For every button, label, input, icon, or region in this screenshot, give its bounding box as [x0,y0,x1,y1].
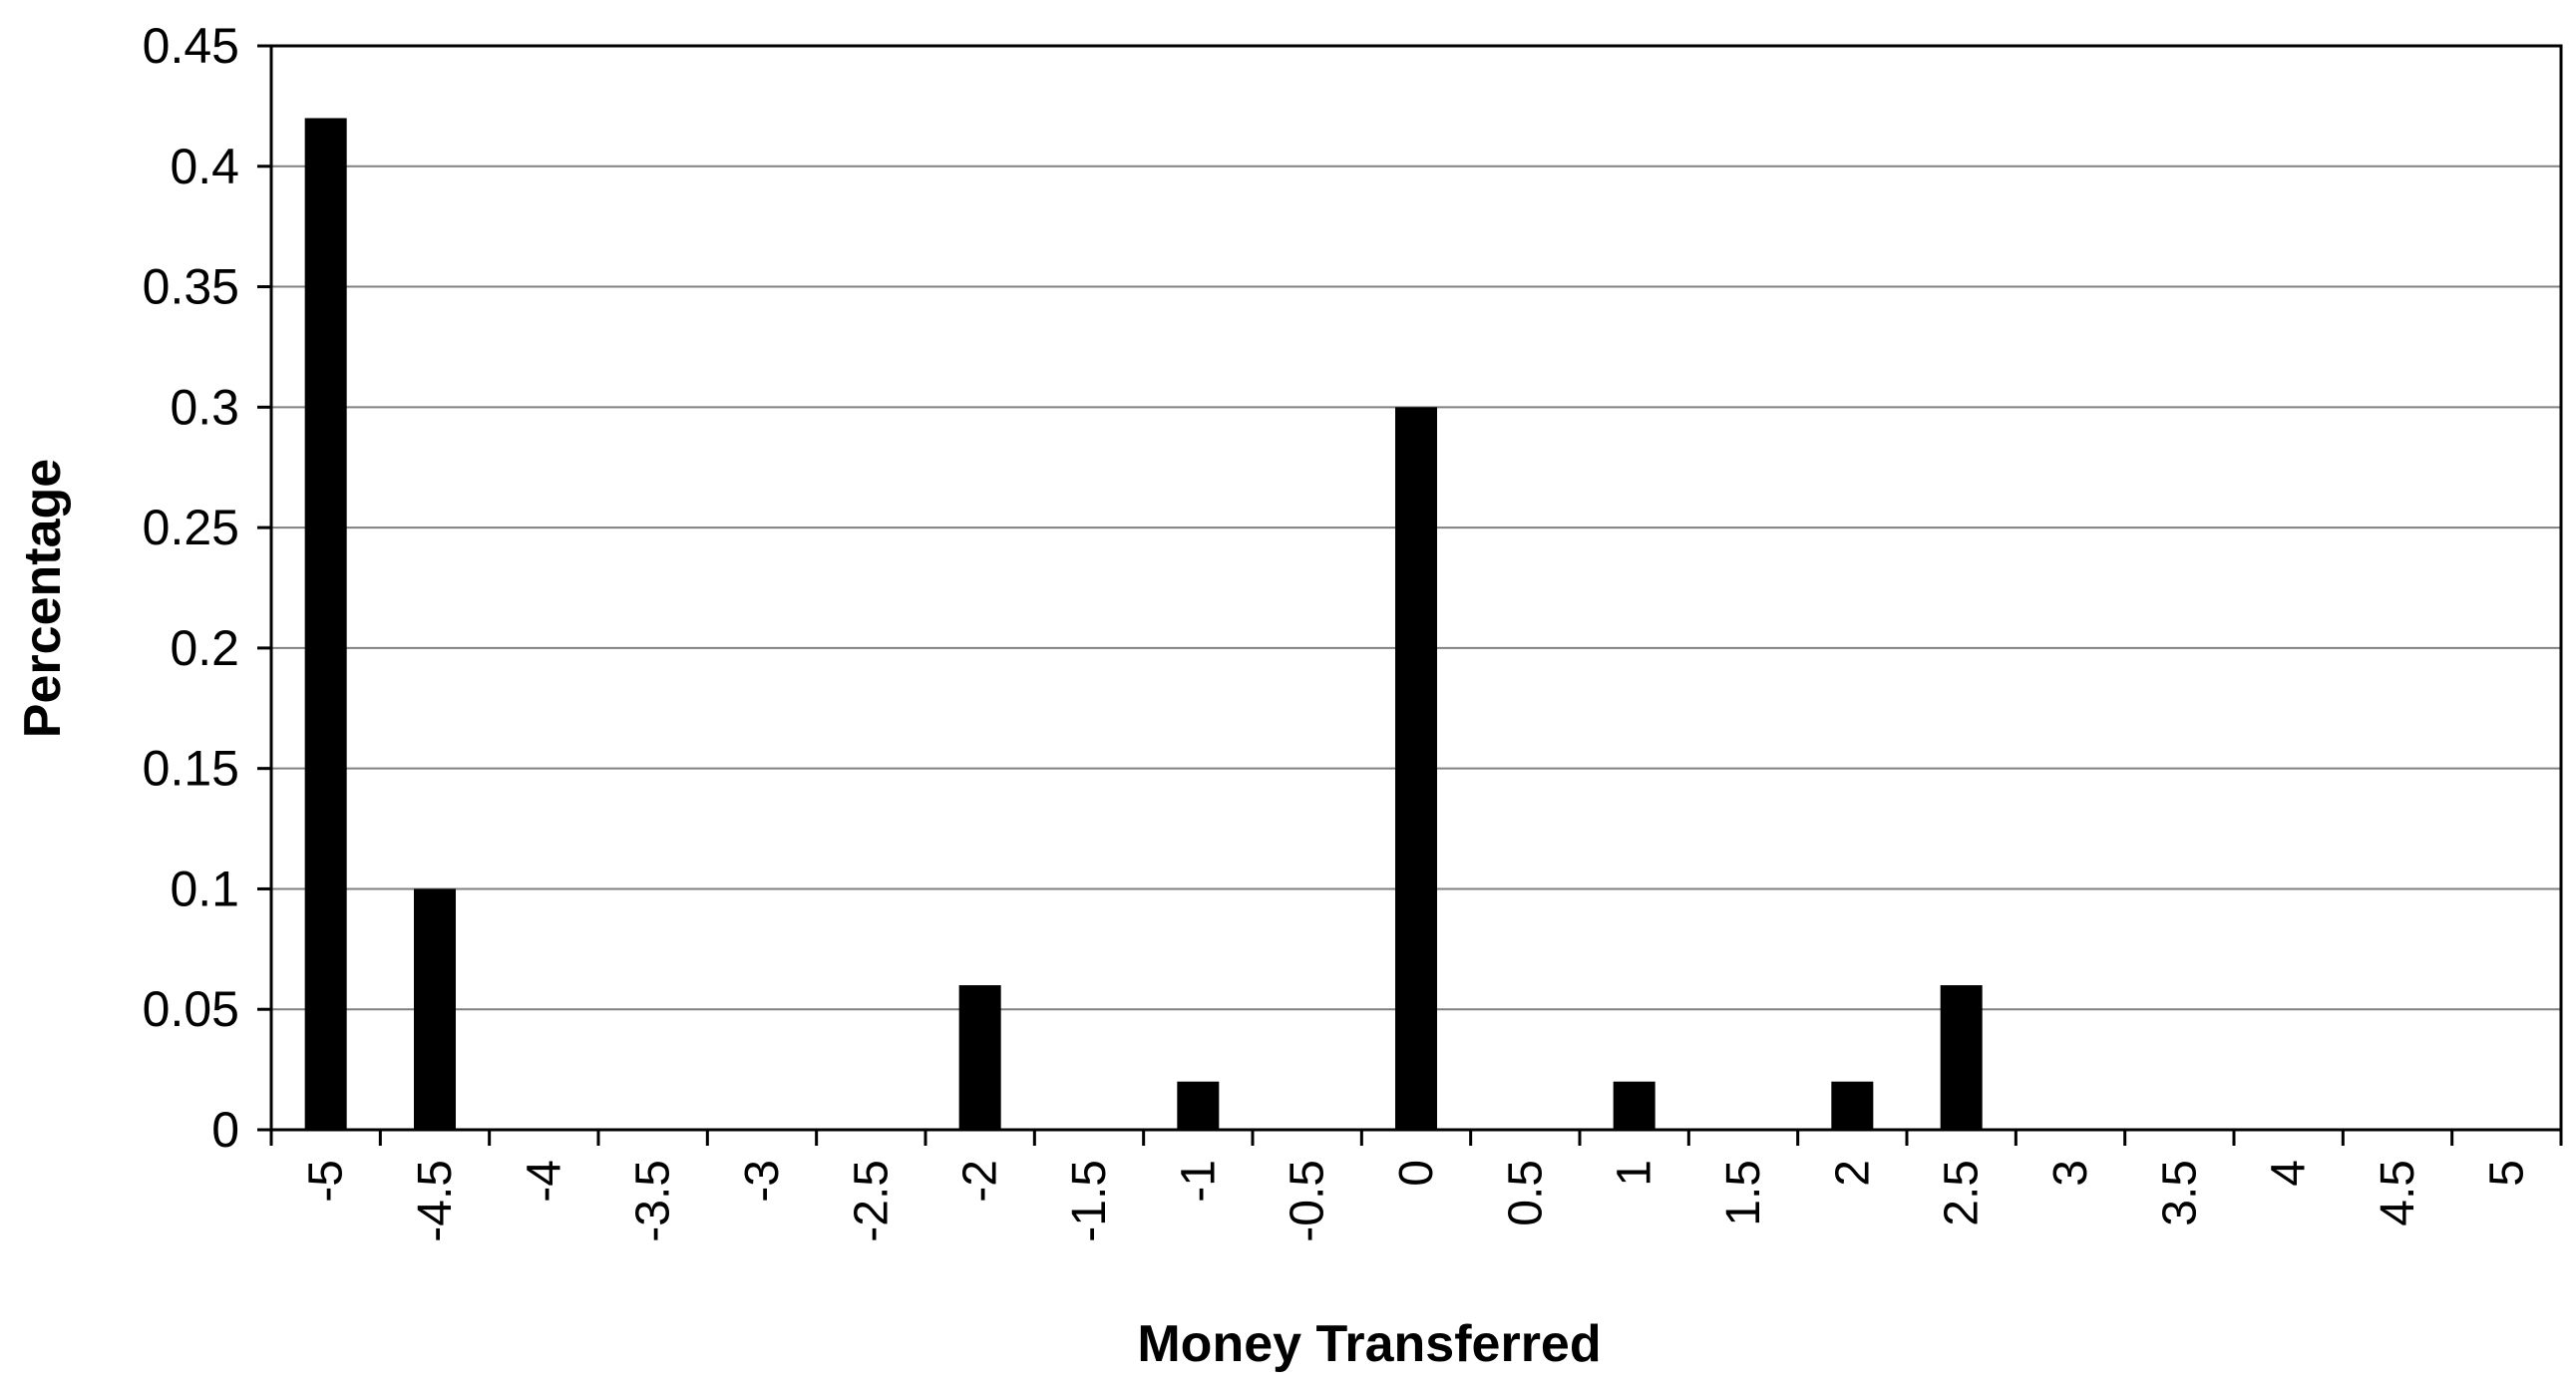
x-tick-label: -2 [954,1160,1007,1203]
y-tick-label: 0.4 [170,139,239,194]
x-tick-label: 1 [1609,1160,1661,1187]
bar--1 [1177,1081,1220,1130]
y-tick-label: 0.3 [170,379,239,435]
bar--5 [304,118,347,1130]
x-tick-label: 0.5 [1499,1160,1552,1226]
bar--4.5 [414,888,456,1130]
x-tick-label: 2 [1826,1160,1879,1187]
y-tick-label: 0.45 [143,18,239,74]
y-axis-title: Percentage [14,459,72,738]
x-tick-labels: -5 -4.5 -4 -3.5 -3 -2.5 -2 -1.5 -1 -0.5 0 0.5 1 1.5 2 2… [300,1160,2534,1242]
y-tick-label: 0.25 [143,500,239,555]
x-tick-label: 4 [2263,1160,2316,1187]
x-tick-label: -5 [300,1160,353,1203]
bar-2 [1831,1081,1874,1130]
y-tick-label: 0.35 [143,259,239,315]
y-tick-labels: 0 0.05 0.1 0.15 0.2 0.25 0.3 0.35 0.4 0.45 [143,18,239,1158]
bar-2.5 [1940,985,1983,1130]
x-tick-label: -3.5 [627,1160,680,1242]
x-axis-title: Money Transferred [1137,1315,1601,1373]
y-tick-label: 0.05 [143,981,239,1037]
x-tick-label: 0 [1390,1160,1443,1187]
x-tick-label: 2.5 [1936,1160,1989,1226]
x-tick-label: -1 [1172,1160,1225,1203]
bar--2 [958,985,1001,1130]
x-tick-label: 4.5 [2372,1160,2424,1226]
y-tick-label: 0.2 [170,620,239,676]
bar-0 [1395,407,1437,1130]
bars [304,118,1983,1130]
y-tick-label: 0.15 [143,741,239,797]
y-tick-label: 0.1 [170,861,239,916]
x-tick-label: -2.5 [845,1160,898,1242]
x-tick-label: -4.5 [409,1160,462,1242]
x-tick-label: 3.5 [2153,1160,2206,1226]
x-tick-label: 1.5 [1717,1160,1770,1226]
x-tick-label: -4 [518,1160,570,1203]
bar-1 [1613,1081,1656,1130]
x-tick-label: -1.5 [1063,1160,1116,1242]
x-tick-label: 5 [2480,1160,2533,1187]
plot-frame [269,44,2563,1132]
x-tick-label: -0.5 [1282,1160,1334,1242]
axes [257,44,2563,1146]
x-tick-label: -3 [736,1160,789,1203]
y-tick-label: 0 [211,1102,239,1158]
x-tick-label: 3 [2044,1160,2097,1187]
